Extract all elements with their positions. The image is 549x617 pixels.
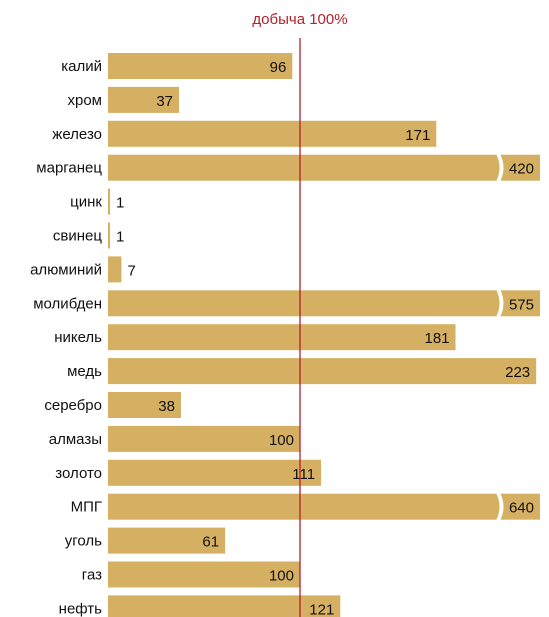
category-label: свинец [53,228,102,245]
category-label: уголь [65,533,102,550]
category-label: МПГ [71,499,102,516]
value-label: 181 [424,330,449,347]
category-label: молибден [33,295,102,312]
bar [108,459,322,486]
value-label: 575 [509,296,534,313]
value-label: 38 [158,398,175,415]
bar [108,561,300,588]
bar [108,53,293,79]
category-label: газ [82,567,102,584]
reference-line-label: добыча 100% [252,11,347,28]
value-label: 223 [505,364,530,381]
category-label: марганец [36,160,102,177]
value-label: 100 [269,432,294,449]
value-label: 640 [509,500,534,517]
value-label: 100 [269,568,294,585]
bar [108,425,300,452]
category-label: цинк [70,194,102,211]
bar [108,86,180,113]
category-label: серебро [44,397,102,414]
bar-break-mark [496,289,504,318]
value-label: 111 [292,466,315,483]
value-label: 171 [405,127,430,144]
category-label: алюминий [30,261,102,278]
bar [108,324,456,351]
value-label: 1 [116,195,124,212]
value-label: 7 [127,262,135,279]
bar [108,290,540,317]
value-label: 121 [309,601,334,617]
bar-break-mark [496,153,504,182]
category-label: хром [68,92,103,109]
category-label: алмазы [49,431,102,448]
category-label: нефть [59,600,103,617]
bar [108,392,181,418]
category-label: калий [61,58,102,75]
bar-break-mark [496,492,504,521]
bar [108,595,341,617]
category-label: железо [52,126,102,143]
bar [108,527,226,554]
bar [108,493,540,520]
bar [108,188,110,215]
category-label: золото [55,465,102,482]
value-label: 1 [116,229,124,246]
value-label: 96 [270,59,287,76]
bar [108,154,540,181]
bar [108,256,122,283]
category-label: медь [67,363,102,380]
value-label: 420 [509,161,534,178]
bars-layer: калий 96 хром 37 железо 171 марганец 420 цинк 1 св… [30,53,540,617]
value-label: 61 [202,534,219,551]
category-label: никель [54,329,102,346]
value-label: 37 [156,93,173,110]
bar [108,222,110,249]
bar [108,358,537,385]
bar [108,120,437,147]
